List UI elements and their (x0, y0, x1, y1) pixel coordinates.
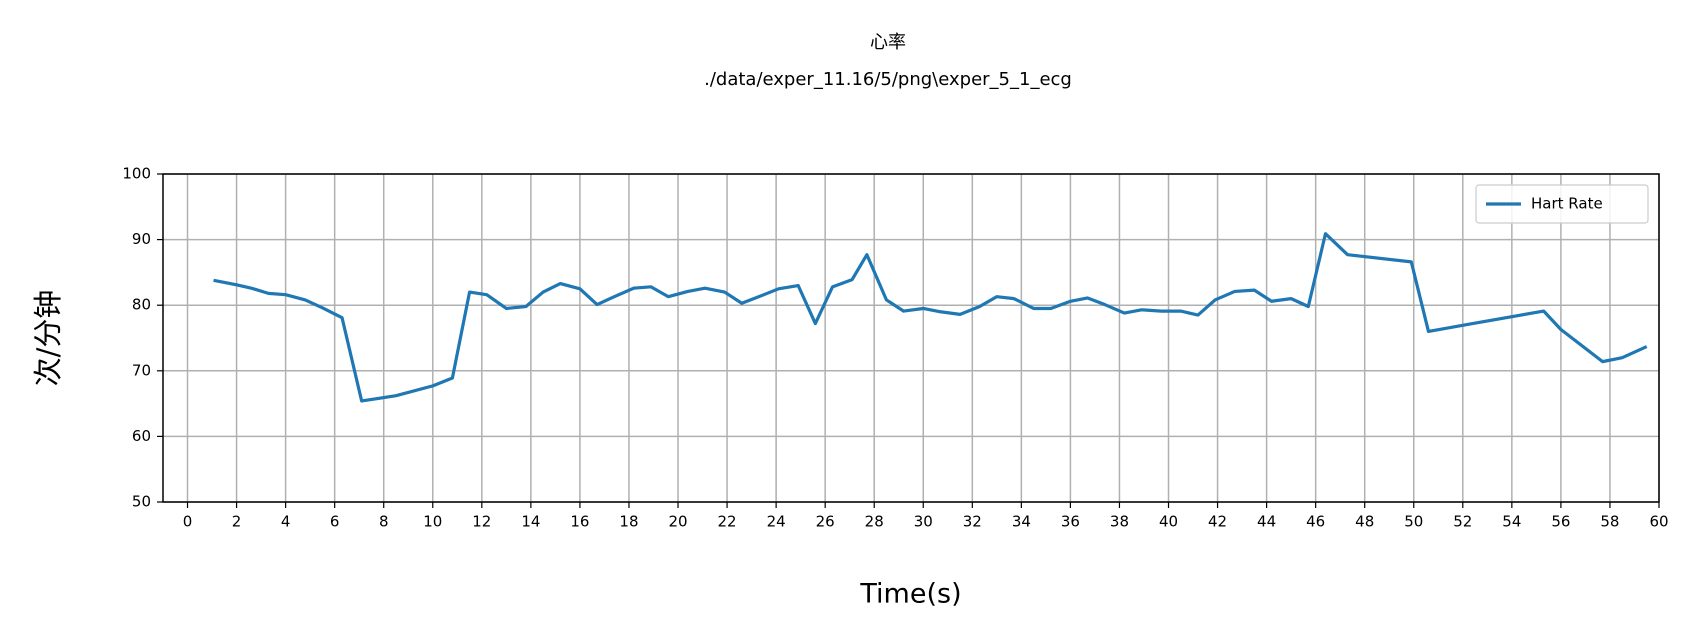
x-tick-label: 44 (1257, 513, 1276, 531)
x-tick-label: 32 (963, 513, 982, 531)
x-tick-label: 42 (1208, 513, 1227, 531)
x-tick-label: 30 (914, 513, 933, 531)
y-tick-label: 50 (132, 493, 151, 511)
plot-area (213, 232, 1648, 403)
y-axis-label: 次/分钟 (31, 290, 65, 387)
y-tick-label: 60 (132, 427, 151, 445)
x-tick-label: 16 (570, 513, 589, 531)
x-tick-label: 58 (1600, 513, 1619, 531)
x-tick-label: 14 (521, 513, 540, 531)
y-tick-label: 100 (122, 165, 151, 183)
x-tick-label: 28 (865, 513, 884, 531)
x-tick-label: 26 (816, 513, 835, 531)
x-tick-label: 12 (472, 513, 491, 531)
x-tick-label: 2 (232, 513, 242, 531)
x-axis-label: Time(s) (859, 579, 961, 610)
x-tick-label: 54 (1502, 513, 1521, 531)
x-tick-label: 36 (1061, 513, 1080, 531)
data-line (213, 232, 1648, 403)
x-tick-label: 38 (1110, 513, 1129, 531)
x-tick-label: 50 (1404, 513, 1423, 531)
x-tick-label: 10 (423, 513, 442, 531)
x-tick-label: 46 (1306, 513, 1325, 531)
plot-frame (162, 173, 1660, 503)
y-tick-label: 90 (132, 230, 151, 248)
x-tick-label: 56 (1551, 513, 1570, 531)
x-tick-label: 40 (1159, 513, 1178, 531)
y-tick-label: 70 (132, 361, 151, 379)
x-tick-label: 22 (718, 513, 737, 531)
legend: Hart Rate (1475, 184, 1649, 224)
chart-subtitle: ./data/exper_11.16/5/png\exper_5_1_ecg (704, 69, 1072, 90)
grid (163, 173, 1660, 503)
y-tick-label: 80 (132, 296, 151, 314)
x-tick-label: 52 (1453, 513, 1472, 531)
x-tick-label: 18 (619, 513, 638, 531)
x-tick-label: 24 (767, 513, 786, 531)
x-tick-label: 48 (1355, 513, 1374, 531)
legend-label: Hart Rate (1531, 195, 1603, 213)
x-tick-label: 4 (281, 513, 291, 531)
x-tick-label: 0 (183, 513, 193, 531)
legend-box (1475, 184, 1649, 224)
x-tick-label: 8 (379, 513, 389, 531)
x-tick-label: 20 (668, 513, 687, 531)
x-tick-label: 60 (1649, 513, 1668, 531)
chart-title: 心率 (870, 32, 906, 53)
x-tick-label: 34 (1012, 513, 1031, 531)
x-tick-label: 6 (330, 513, 340, 531)
